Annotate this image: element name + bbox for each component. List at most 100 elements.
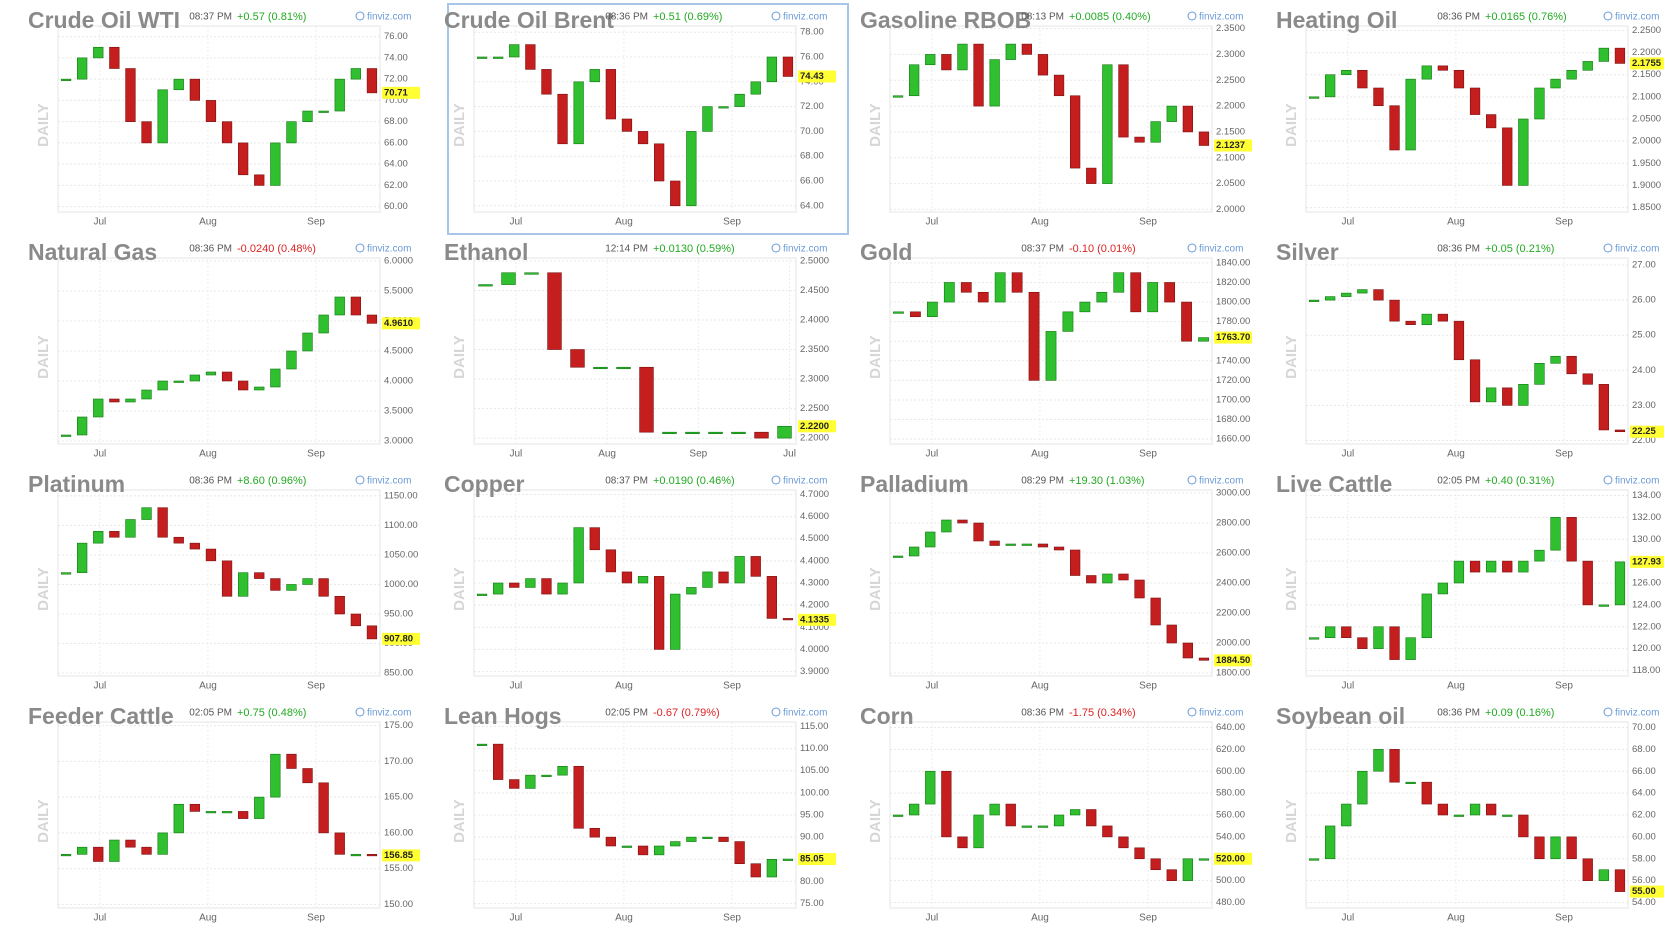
candle — [493, 56, 504, 59]
chart-panel[interactable]: 118.00120.00122.00124.00126.00128.00130.… — [1276, 471, 1664, 692]
source[interactable]: finviz.com — [1199, 244, 1243, 255]
y-tick-label: 110.00 — [800, 743, 828, 754]
candle — [1582, 373, 1593, 385]
chart-panel[interactable]: 3.9000 4.0000 4.1000 4.2000 4.3000 4.4000 4.50… — [444, 471, 836, 692]
candle — [941, 54, 952, 71]
candle — [654, 845, 665, 856]
y-tick-label: 118.00 — [1632, 665, 1660, 676]
x-tick-label: Jul — [1341, 217, 1354, 228]
candle — [334, 78, 345, 112]
y-tick-label: 4.2000 — [800, 600, 829, 611]
candle — [157, 89, 168, 144]
candle — [189, 374, 200, 382]
candle — [708, 431, 723, 434]
source[interactable]: finviz.com — [367, 244, 411, 255]
y-tick-label: 2.0500 — [1632, 114, 1661, 125]
candle — [1198, 337, 1209, 342]
source-icon — [1187, 11, 1197, 21]
plot-area — [473, 257, 797, 445]
candle — [1005, 43, 1016, 60]
candle — [1469, 87, 1481, 115]
candle — [221, 811, 233, 814]
chart-panel[interactable]: 1800.00 2000.00 2200.00 2400.00 2600.00 2800.… — [860, 471, 1252, 692]
candle — [1566, 836, 1577, 860]
source[interactable]: finviz.com — [1199, 12, 1243, 23]
timestamp: 02:05 PM — [605, 708, 648, 719]
candle — [1518, 560, 1529, 573]
candle — [1534, 362, 1545, 385]
chart-panel[interactable]: 60.00 62.00 64.00 66.00 68.00 70.00 72.00 74.00… — [28, 7, 420, 228]
x-tick-label: Aug — [1031, 217, 1049, 228]
y-tick-label: 76.00 — [384, 31, 408, 42]
source[interactable]: finviz.com — [783, 708, 827, 719]
source[interactable]: finviz.com — [367, 476, 411, 487]
candle — [754, 431, 769, 439]
candle — [734, 556, 745, 584]
candle — [1437, 803, 1448, 816]
chart-panel[interactable]: 480.00 500.00 520.00 540.00 560.00 580.00 600.… — [860, 703, 1252, 924]
candle — [605, 549, 616, 573]
candle — [189, 78, 200, 101]
source[interactable]: finviz.com — [367, 708, 411, 719]
candle — [1421, 313, 1432, 325]
candle — [334, 595, 345, 615]
candle — [637, 131, 649, 145]
chart-panel[interactable]: 3.00003.50004.00004.50005.00005.50006.00… — [28, 239, 420, 460]
y-tick-label: 1720.00 — [1216, 375, 1250, 386]
price-label: 74.43 — [800, 71, 824, 82]
chart-panel[interactable]: 22.00 23.00 24.00 25.00 26.00 27.00 Jul Aug Sep D… — [1276, 239, 1664, 460]
y-tick-label: 4.0000 — [800, 644, 829, 655]
chart-panel[interactable]: 54.00 56.00 58.00 60.00 62.00 64.00 66.00 68.00… — [1276, 703, 1664, 924]
candle — [157, 380, 168, 391]
candle — [1028, 291, 1040, 381]
source[interactable]: finviz.com — [1199, 708, 1243, 719]
chart-panel[interactable]: 1.8500 1.9000 1.9500 2.0000 2.0500 2.1000 2.15… — [1276, 7, 1664, 228]
candle — [1102, 825, 1113, 838]
chart-panel[interactable]: 1660.001680.001700.001720.001740.001760.… — [860, 239, 1252, 460]
candle — [157, 507, 168, 538]
source[interactable]: finviz.com — [783, 12, 827, 23]
source[interactable]: finviz.com — [1615, 708, 1659, 719]
y-tick-label: 2.2000 — [1632, 47, 1661, 58]
chart-panel[interactable]: 75.0080.0085.0090.0095.00100.00105.00110… — [444, 703, 836, 924]
source[interactable]: finviz.com — [783, 476, 827, 487]
source[interactable]: finviz.com — [1615, 244, 1659, 255]
chart-panel[interactable]: 64.0066.0068.0070.0072.0074.0076.0078.00… — [444, 3, 849, 235]
candle — [1534, 87, 1545, 120]
price-box — [1630, 885, 1664, 898]
y-tick-label: 2.0000 — [1632, 136, 1661, 147]
candle — [670, 180, 681, 207]
candle — [943, 282, 955, 303]
candle — [973, 814, 984, 849]
candle — [254, 572, 265, 579]
candle — [670, 593, 681, 650]
candle — [501, 272, 516, 285]
source[interactable]: finviz.com — [1199, 476, 1243, 487]
y-tick-label: 90.00 — [800, 832, 824, 843]
watermark: DAILY — [451, 335, 468, 379]
candle — [685, 431, 700, 434]
source[interactable]: finviz.com — [367, 12, 411, 23]
y-tick-label: 150.00 — [384, 899, 413, 910]
candle — [573, 81, 584, 145]
candle — [589, 69, 600, 83]
candle — [109, 398, 120, 403]
source[interactable]: finviz.com — [1615, 12, 1659, 23]
chart-title: Corn — [860, 703, 914, 729]
x-tick-label: Jul — [509, 913, 522, 924]
source[interactable]: finviz.com — [1615, 476, 1659, 487]
source-icon — [1603, 11, 1613, 21]
chart-panel[interactable]: 2.0000 2.0500 2.1000 2.1500 2.2000 2.2500 2.30… — [860, 7, 1252, 228]
source-icon — [771, 707, 781, 717]
watermark: DAILY — [35, 567, 52, 611]
chart-panel[interactable]: 850.00900.00950.001000.001050.001100.001… — [28, 471, 420, 692]
candle — [93, 531, 104, 544]
source[interactable]: finviz.com — [783, 244, 827, 255]
y-tick-label: 75.00 — [800, 898, 824, 909]
candle — [989, 803, 1000, 816]
chart-panel[interactable]: 150.00 155.00 160.00 165.00 170.00 175.00 Jul A… — [28, 703, 420, 924]
candle — [302, 578, 313, 585]
candle — [1198, 858, 1210, 861]
chart-panel[interactable]: 2.2000 2.2500 2.3000 2.3500 2.4000 2.4500 2.50… — [444, 239, 836, 460]
candle — [541, 578, 552, 595]
